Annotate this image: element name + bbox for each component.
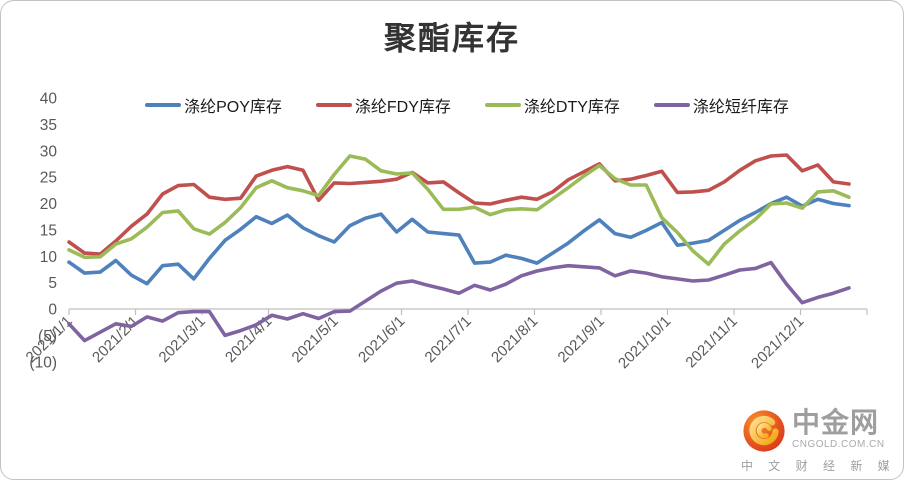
- y-tick-label: 20: [40, 196, 58, 213]
- y-tick-label: 10: [40, 249, 58, 266]
- legend-item-fdy: 涤纶FDY库存: [315, 93, 451, 117]
- series-line-dty: [67, 154, 851, 267]
- watermark-brand: 中金网: [792, 407, 880, 438]
- watermark-row: 中金网 CNGOLD.COM.CN: [741, 408, 893, 454]
- series-line-fdy: [67, 153, 851, 256]
- legend-item-staple: 涤纶短纤库存: [653, 93, 789, 117]
- x-tick-label: 2021/12/1: [748, 313, 807, 372]
- x-tick-label: 2021/5/1: [289, 313, 342, 366]
- x-tick-label: 2021/9/1: [555, 313, 608, 366]
- y-tick-label: 30: [40, 143, 58, 160]
- y-tick-label: (5): [38, 328, 57, 345]
- y-tick-label: 35: [40, 117, 57, 134]
- series-line-staple: [67, 260, 851, 343]
- x-tick-label: 2021/7/1: [422, 313, 475, 366]
- x-tick-label: 2021/10/1: [615, 313, 674, 372]
- legend-label-fdy: 涤纶FDY库存: [354, 99, 451, 116]
- logo-swirl: [749, 415, 779, 446]
- y-tick-label: 5: [48, 275, 57, 292]
- legend-label-dty: 涤纶DTY库存: [523, 99, 620, 116]
- x-tick-label: 2021/8/1: [488, 313, 541, 366]
- legend-marker-poy: [145, 103, 182, 107]
- legend-label-staple: 涤纶短纤库存: [692, 99, 789, 116]
- y-tick-label: 40: [40, 91, 58, 108]
- x-tick-label: 2021/4/1: [222, 313, 275, 366]
- watermark-tagline: 中 文 财 经 新 媒 体: [741, 459, 903, 473]
- x-tick-label: 2021/11/1: [682, 313, 740, 371]
- watermark-text: 中金网 CNGOLD.COM.CN: [792, 407, 885, 451]
- y-tick-label: 25: [40, 170, 57, 187]
- logo-swirl-inner: [756, 423, 772, 439]
- x-tick-label: 2021/2/1: [89, 313, 142, 366]
- legend-marker-fdy: [315, 103, 352, 107]
- cngold-logo-icon: [743, 410, 785, 452]
- watermark-domain: CNGOLD.COM.CN: [792, 439, 885, 451]
- y-tick-label: 15: [40, 222, 57, 239]
- cngold-watermark: 中金网 CNGOLD.COM.CN 中 文 财 经 新 媒 体: [741, 408, 903, 474]
- legend-item-poy: 涤纶POY库存: [145, 93, 282, 117]
- legend-item-dty: 涤纶DTY库存: [484, 93, 620, 117]
- y-tick-label: (10): [29, 354, 57, 371]
- legend-marker-dty: [484, 103, 521, 107]
- legend: 涤纶POY库存 涤纶FDY库存 涤纶DTY库存 涤纶短纤库存: [41, 93, 893, 117]
- y-tick-label: 0: [48, 302, 57, 319]
- chart-title: 聚酯库存: [383, 20, 520, 56]
- x-tick-label: 2021/6/1: [355, 313, 408, 366]
- legend-label-poy: 涤纶POY库存: [184, 99, 282, 116]
- series-line-poy: [67, 195, 851, 286]
- legend-marker-staple: [653, 103, 690, 107]
